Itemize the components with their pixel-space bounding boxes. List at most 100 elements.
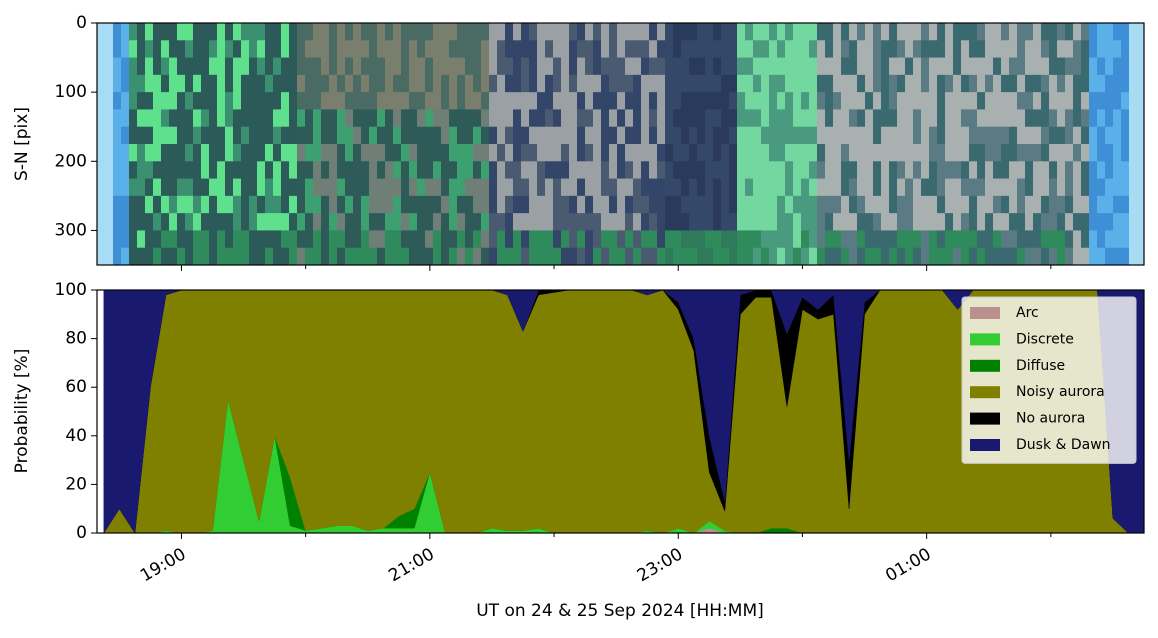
keogram-pixel [593,74,602,93]
keogram-pixel [881,178,890,197]
keogram-pixel [193,247,202,266]
keogram-pixel [841,23,850,41]
keogram-pixel [745,247,754,266]
keogram-pixel [465,23,474,41]
keogram-pixel [225,109,234,128]
keogram-pixel [257,23,266,41]
keogram-pixel [641,57,650,76]
keogram-pixel [401,74,410,93]
keogram-pixel [353,161,362,180]
keogram-pixel [665,126,674,145]
keogram-pixel [457,57,466,76]
keogram-pixel [713,178,722,197]
keogram-pixel [913,57,922,76]
keogram-pixel [753,40,762,59]
keogram-pixel [1057,92,1066,110]
keogram-pixel [777,109,786,128]
keogram-pixel [721,57,730,76]
keogram-pixel [657,23,666,41]
keogram-pixel [577,74,586,93]
keogram-pixel [601,213,610,231]
keogram-pixel [137,40,146,59]
keogram-pixel [233,178,242,197]
keogram-pixel [369,109,378,128]
keogram-pixel [881,195,890,214]
keogram-pixel [841,161,850,180]
keogram-pixel [377,195,386,214]
keogram-pixel [1041,126,1050,145]
keogram-pixel [569,40,578,59]
keogram-pixel [569,92,578,110]
keogram-pixel [169,109,178,128]
keogram-pixel [713,23,722,41]
keogram-pixel [1081,144,1090,162]
keogram-pixel [281,109,290,128]
keogram-pixel [961,92,970,110]
keogram-pixel [881,230,890,249]
keogram-pixel [201,178,210,197]
keogram-pixel [601,109,610,128]
keogram-pixel [281,230,290,249]
keogram-pixel [1049,126,1058,145]
keogram-pixel [137,74,146,93]
keogram-pixel [993,195,1002,214]
keogram-pixel [1057,40,1066,59]
keogram-pixel [913,195,922,214]
keogram-pixel [489,92,498,110]
keogram-pixel [361,126,370,145]
keogram-pixel [953,92,962,110]
keogram-pixel [889,230,898,249]
keogram-pixel [937,92,946,110]
keogram-pixel [849,195,858,214]
keogram-pixel [849,109,858,128]
keogram-pixel [649,178,658,197]
keogram-pixel [1073,230,1082,249]
keogram-pixel [489,230,498,249]
keogram-pixel [601,92,610,110]
keogram-pixel [361,23,370,41]
keogram-pixel [1041,109,1050,128]
keogram-pixel [185,195,194,214]
keogram-pixel [769,195,778,214]
keogram-pixel [833,74,842,93]
keogram-pixel [905,178,914,197]
keogram-pixel [161,57,170,76]
keogram-pixel [513,213,522,231]
keogram-pixel [1033,23,1042,41]
keogram-pixel [1105,109,1114,128]
keogram-pixel [929,161,938,180]
keogram-pixel [537,161,546,180]
keogram-pixel [177,23,186,41]
keogram-pixel [673,92,682,110]
keogram-pixel [265,230,274,249]
keogram-pixel [153,40,162,59]
keogram-pixel [809,247,818,266]
keogram-pixel [185,74,194,93]
keogram-pixel [841,195,850,214]
keogram-pixel [233,40,242,59]
keogram-pixel [649,195,658,214]
keogram-pixel [1137,230,1145,249]
keogram-pixel [937,109,946,128]
keogram-pixel [673,195,682,214]
keogram-pixel [921,230,930,249]
keogram-pixel [177,74,186,93]
keogram-pixel [473,57,482,76]
keogram-pixel [353,40,362,59]
keogram-pixel [729,23,738,41]
y-tick-label: 200 [55,151,87,171]
keogram-pixel [641,247,650,266]
keogram-pixel [545,213,554,231]
keogram-pixel [1009,74,1018,93]
keogram-pixel [161,40,170,59]
keogram-pixel [617,57,626,76]
keogram-pixel [1049,92,1058,110]
keogram-pixel [473,40,482,59]
keogram-pixel [401,126,410,145]
keogram-pixel [209,230,218,249]
keogram-pixel [185,144,194,162]
keogram-pixel [505,161,514,180]
keogram-pixel [817,247,826,266]
keogram-pixel [505,144,514,162]
keogram-pixel [1129,178,1138,197]
